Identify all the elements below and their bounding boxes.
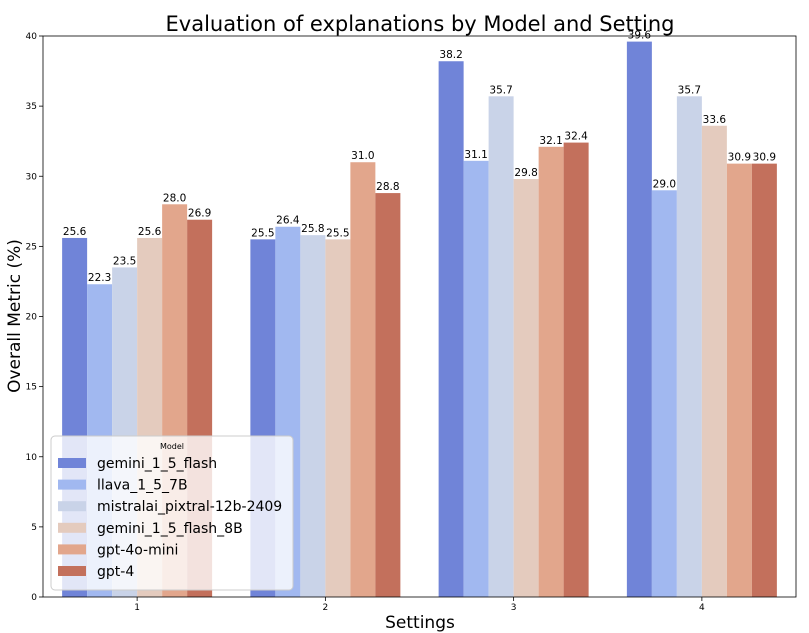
legend-label-gpt-4: gpt-4 xyxy=(97,564,134,580)
bar-gpt-4-setting-4 xyxy=(751,163,777,597)
y-tick-label: 20 xyxy=(26,313,38,323)
legend-swatch-gemini_1_5_flash xyxy=(58,458,86,468)
y-axis-label: Overall Metric (%) xyxy=(5,239,25,393)
data-label-gpt-4o-mini-setting-1: 28.0 xyxy=(163,192,186,204)
x-tick-label: 4 xyxy=(699,603,705,613)
data-label-gpt-4o-mini-setting-3: 32.1 xyxy=(539,135,562,147)
legend: Model gemini_1_5_flash llava_1_5_7Bmistra… xyxy=(50,435,294,591)
data-label-llava_1_5_7B-setting-2: 26.4 xyxy=(276,215,300,227)
legend-swatch-gpt-4o-mini xyxy=(58,544,86,555)
x-tick-label: 3 xyxy=(511,603,517,613)
bar-gemini_1_5_flash_8B-setting-4 xyxy=(701,125,727,597)
bar-llava_1_5_7B-setting-3 xyxy=(463,160,489,597)
data-label-gemini_1_5_flash-setting-2: 25.5 xyxy=(251,227,274,239)
y-tick-label: 0 xyxy=(31,593,37,603)
bar-mistralai_pixtral-12b-2409-setting-3 xyxy=(488,96,514,598)
bar-gemini_1_5_flash_8B-setting-3 xyxy=(513,179,539,597)
bar-gpt-4-setting-3 xyxy=(563,142,589,597)
data-label-gemini_1_5_flash-setting-3: 38.2 xyxy=(439,49,462,61)
x-tick-label: 1 xyxy=(134,603,140,613)
data-label-mistralai_pixtral-12b-2409-setting-4: 35.7 xyxy=(678,84,701,96)
legend-swatch-gpt-4 xyxy=(58,566,86,576)
data-label-llava_1_5_7B-setting-3: 31.1 xyxy=(464,149,487,161)
legend-title: Model xyxy=(160,442,184,451)
data-label-gpt-4o-mini-setting-2: 31.0 xyxy=(351,150,374,162)
data-label-gpt-4-setting-1: 26.9 xyxy=(188,208,211,220)
y-axis: 0 5 10 15 20 25 30 35 40 xyxy=(26,32,43,603)
x-axis-label: Settings xyxy=(385,613,455,633)
y-tick-label: 25 xyxy=(26,242,37,252)
legend-label-gemini_1_5_flash: gemini_1_5_flash xyxy=(97,456,217,472)
bar-gpt-4o-mini-setting-3 xyxy=(538,146,564,598)
bar-gemini_1_5_flash-setting-4 xyxy=(626,41,652,598)
data-label-gpt-4-setting-2: 28.8 xyxy=(376,181,399,193)
legend-swatch-llava_1_5_7B xyxy=(58,479,86,490)
data-label-gemini_1_5_flash_8B-setting-3: 29.8 xyxy=(514,167,537,179)
data-labels-group: 25.622.323.525.628.026.925.526.425.8 25.5… xyxy=(63,30,776,285)
y-tick-label: 5 xyxy=(31,523,37,533)
data-label-llava_1_5_7B-setting-1: 22.3 xyxy=(88,272,111,284)
x-axis: 1 2 3 4 xyxy=(134,597,705,613)
data-label-gpt-4-setting-4: 30.9 xyxy=(753,152,776,164)
bar-gpt-4o-mini-setting-4 xyxy=(726,163,752,597)
legend-label-gemini_1_5_flash_8B: gemini_1_5_flash_8B xyxy=(97,521,243,537)
bar-gpt-4-setting-2 xyxy=(375,193,401,597)
data-label-gpt-4o-mini-setting-4: 30.9 xyxy=(728,152,751,164)
chart-title: Evaluation of explanations by Model and … xyxy=(166,12,675,36)
data-label-mistralai_pixtral-12b-2409-setting-3: 35.7 xyxy=(489,84,512,96)
data-label-gpt-4-setting-3: 32.4 xyxy=(564,131,588,143)
bar-mistralai_pixtral-12b-2409-setting-2 xyxy=(300,235,326,597)
legend-label-gpt-4o-mini: gpt-4o-mini xyxy=(97,542,178,558)
data-label-gemini_1_5_flash_8B-setting-1: 25.6 xyxy=(138,226,162,238)
data-label-llava_1_5_7B-setting-4: 29.0 xyxy=(653,178,676,190)
data-label-gemini_1_5_flash_8B-setting-2: 25.5 xyxy=(326,227,349,239)
y-tick-label: 40 xyxy=(26,32,38,42)
y-tick-label: 15 xyxy=(26,383,37,393)
bar-gemini_1_5_flash_8B-setting-2 xyxy=(325,239,351,598)
data-label-mistralai_pixtral-12b-2409-setting-2: 25.8 xyxy=(301,223,324,235)
legend-swatch-gemini_1_5_flash_8B xyxy=(58,522,86,533)
legend-label-llava_1_5_7B: llava_1_5_7B xyxy=(97,478,188,494)
bar-gemini_1_5_flash-setting-3 xyxy=(438,61,464,598)
bar-gpt-4o-mini-setting-2 xyxy=(350,162,376,597)
bar-mistralai_pixtral-12b-2409-setting-4 xyxy=(676,96,702,598)
data-label-gemini_1_5_flash_8B-setting-4: 33.6 xyxy=(703,114,727,126)
legend-swatch-mistralai_pixtral-12b-2409 xyxy=(58,501,86,512)
data-label-mistralai_pixtral-12b-2409-setting-1: 23.5 xyxy=(113,255,136,267)
y-tick-label: 30 xyxy=(26,172,38,182)
bar-llava_1_5_7B-setting-4 xyxy=(651,190,677,597)
legend-box xyxy=(50,435,294,591)
legend-label-mistralai_pixtral-12b-2409: mistralai_pixtral-12b-2409 xyxy=(97,499,282,515)
y-tick-label: 35 xyxy=(26,102,37,112)
y-tick-label: 10 xyxy=(26,453,38,463)
data-label-gemini_1_5_flash-setting-1: 25.6 xyxy=(63,226,87,238)
x-tick-label: 2 xyxy=(323,603,329,613)
